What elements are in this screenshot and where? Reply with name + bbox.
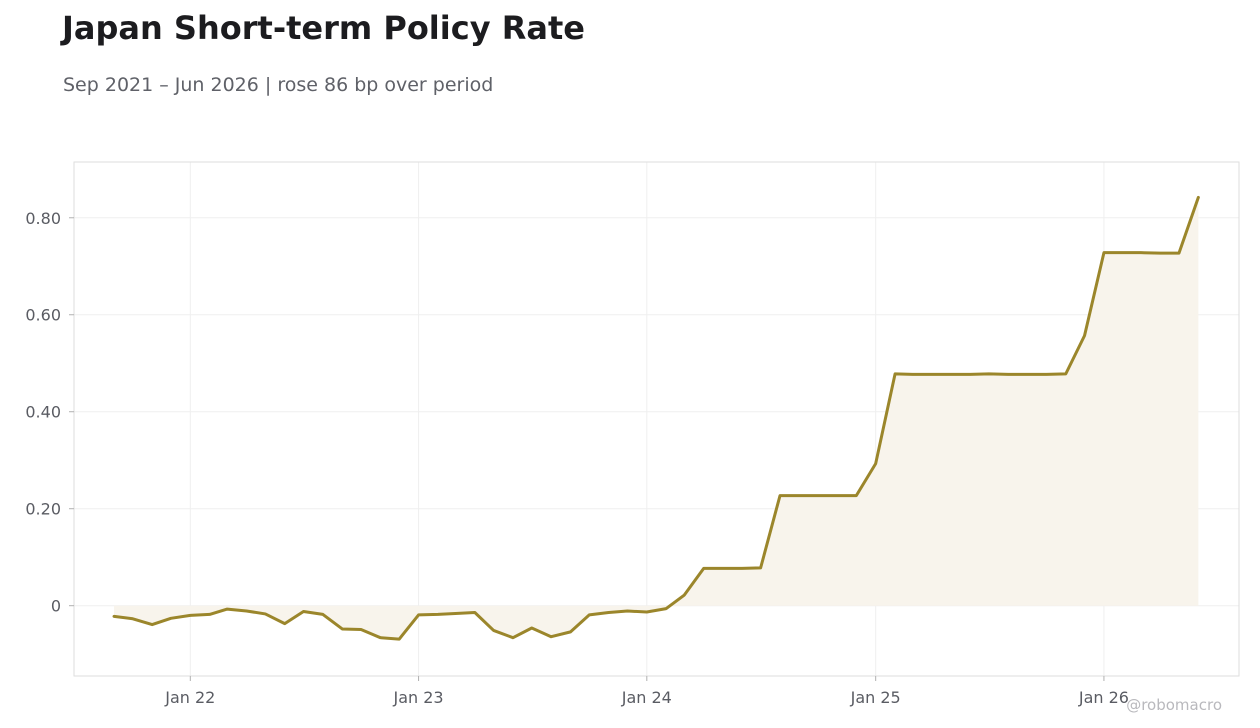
data-point [702, 567, 705, 570]
data-point [607, 611, 610, 614]
data-point [569, 630, 572, 633]
data-point [1026, 373, 1029, 376]
x-tick-label: Jan 25 [850, 688, 901, 707]
watermark-credit: @robomacro [1126, 696, 1222, 714]
data-point [302, 610, 305, 613]
y-tick-label: 0 [51, 597, 61, 616]
rate-line [112, 195, 1200, 641]
x-tick-label: Jan 23 [393, 688, 444, 707]
data-point [1007, 373, 1010, 376]
data-point [798, 494, 801, 497]
data-point [131, 617, 134, 620]
data-point [911, 373, 914, 376]
data-point [113, 615, 116, 618]
data-point [683, 594, 686, 597]
data-point [473, 611, 476, 614]
data-point [779, 494, 782, 497]
data-point [379, 636, 382, 639]
area-fill [114, 197, 1199, 640]
data-point [1045, 373, 1048, 376]
data-point [930, 373, 933, 376]
data-point [1064, 372, 1067, 375]
data-point [226, 608, 229, 611]
x-tick-label: Jan 22 [164, 688, 215, 707]
data-point [987, 372, 990, 375]
data-point [626, 610, 629, 613]
data-point [511, 636, 514, 639]
data-point [1177, 252, 1180, 255]
data-point [740, 567, 743, 570]
data-point [1102, 251, 1105, 254]
data-point [417, 613, 420, 616]
x-tick-label: Jan 24 [621, 688, 672, 707]
data-point [1083, 334, 1086, 337]
data-point [1197, 196, 1200, 199]
data-point [530, 626, 533, 629]
data-point [454, 612, 457, 615]
y-tick-label: 0.80 [25, 209, 61, 228]
data-point [721, 567, 724, 570]
data-point [321, 613, 324, 616]
data-point [759, 566, 762, 569]
plot-frame [73, 161, 1240, 677]
data-point [436, 613, 439, 616]
data-point [189, 614, 192, 617]
y-tick-label: 0.20 [25, 500, 61, 519]
data-point [969, 373, 972, 376]
data-point [492, 629, 495, 632]
data-point [1159, 252, 1162, 255]
chart-title: Japan Short-term Policy Rate [62, 9, 585, 47]
data-point [1122, 251, 1125, 254]
y-axis: 0 0.20 0.40 0.60 0.80 [25, 209, 74, 616]
data-point [151, 623, 154, 626]
data-point [645, 610, 648, 613]
y-tick-label: 0.40 [25, 403, 61, 422]
data-point [665, 607, 668, 610]
data-point [855, 494, 858, 497]
x-axis: Jan 22 Jan 23 Jan 24 Jan 25 Jan 26 [164, 676, 1129, 707]
data-point [588, 613, 591, 616]
data-point [360, 628, 363, 631]
data-point [894, 372, 897, 375]
y-tick-label: 0.60 [25, 306, 61, 325]
data-point [1139, 251, 1142, 254]
data-point [341, 627, 344, 630]
data-point [208, 613, 211, 616]
data-point [398, 638, 401, 641]
x-tick-label: Jan 26 [1078, 688, 1129, 707]
data-point [949, 373, 952, 376]
data-point [169, 617, 172, 620]
data-point [264, 612, 267, 615]
data-point [836, 494, 839, 497]
data-point [283, 622, 286, 625]
data-point [550, 635, 553, 638]
data-point [817, 494, 820, 497]
data-point [874, 462, 877, 465]
data-point [245, 610, 248, 613]
chart-subtitle: Sep 2021 – Jun 2026 | rose 86 bp over pe… [63, 74, 494, 96]
